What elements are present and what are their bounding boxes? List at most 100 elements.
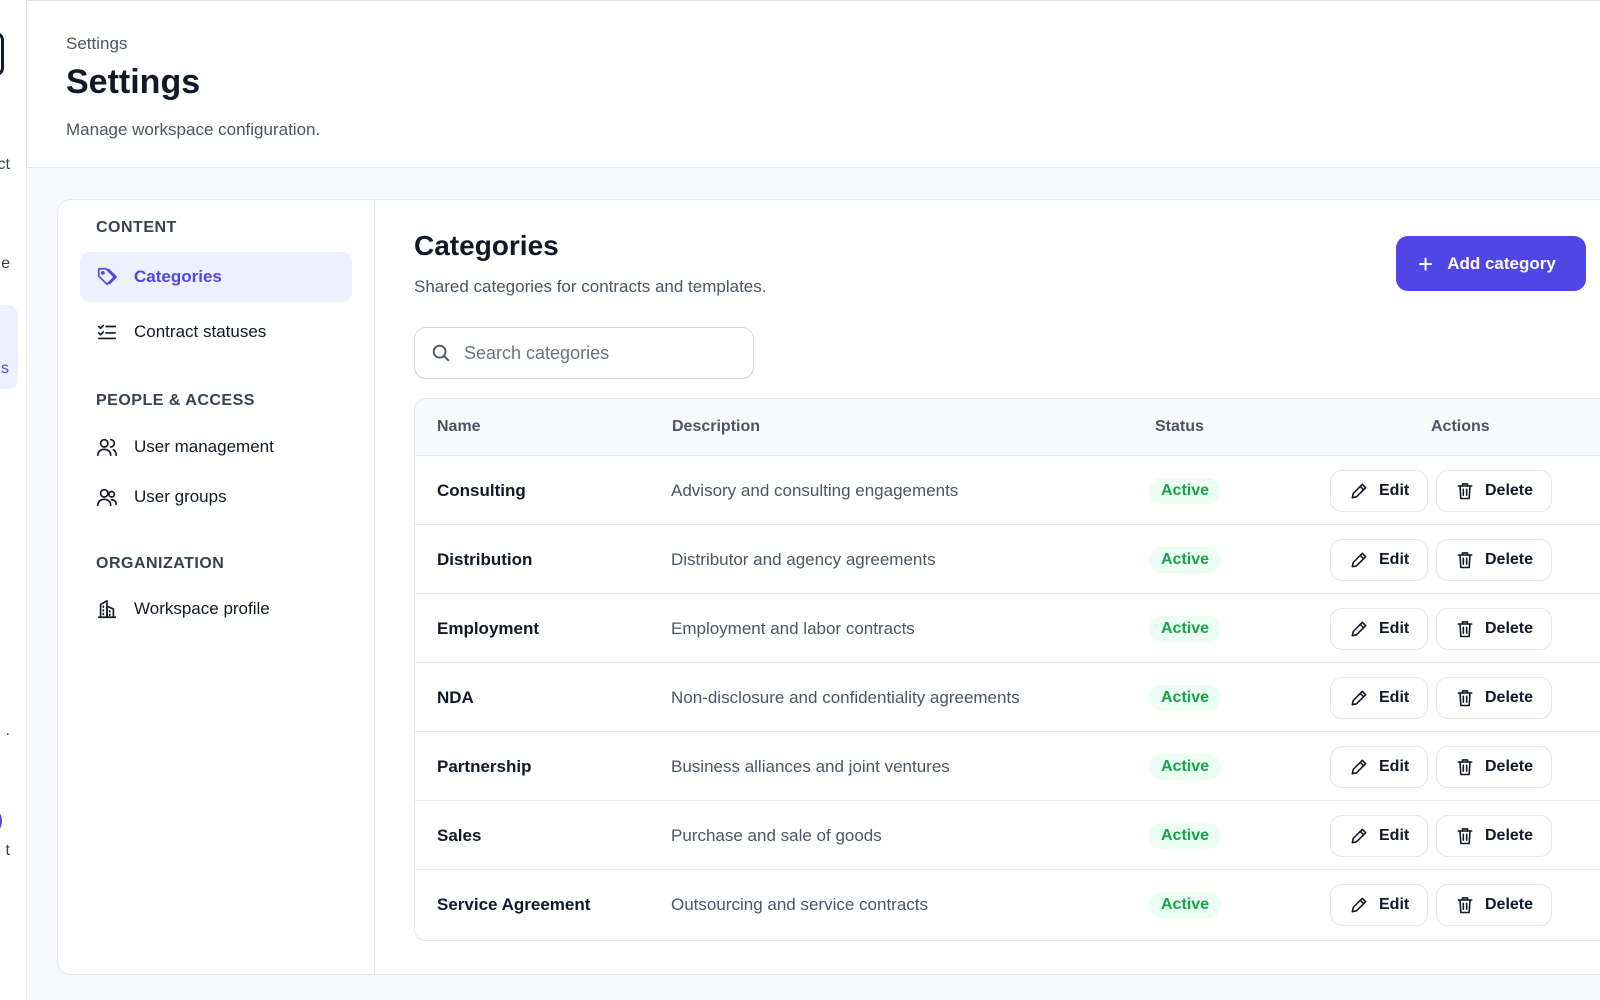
delete-label: Delete (1485, 482, 1534, 499)
nav-item-contract-statuses[interactable]: Contract statuses (80, 307, 352, 357)
rail-item-label[interactable]: s (1, 360, 9, 377)
edit-label: Edit (1379, 758, 1410, 775)
pencil-icon (1351, 828, 1367, 844)
nav-item-categories[interactable]: Categories (80, 252, 352, 302)
rail-item-active[interactable] (0, 305, 18, 389)
nav-item-label: User groups (134, 487, 227, 506)
column-header-name[interactable]: Name (437, 418, 481, 435)
trash-icon (1457, 828, 1473, 845)
nav-section-content: CONTENT (96, 219, 177, 236)
pencil-icon (1351, 759, 1367, 775)
rail-item-label[interactable]: ct (0, 156, 10, 173)
trash-icon (1457, 621, 1473, 638)
edit-button[interactable]: Edit (1330, 746, 1428, 788)
section-title: Categories (414, 230, 559, 261)
delete-button[interactable]: Delete (1436, 539, 1552, 581)
status-badge: Active (1149, 616, 1222, 642)
status-badge: Active (1149, 754, 1222, 780)
section-subtitle: Shared categories for contracts and temp… (414, 277, 767, 296)
avatar[interactable] (0, 808, 2, 834)
page-subtitle: Manage workspace configuration. (66, 120, 321, 139)
delete-label: Delete (1485, 620, 1534, 637)
building-icon (96, 598, 118, 620)
pencil-icon (1351, 690, 1367, 706)
nav-section-people-access: PEOPLE & ACCESS (96, 392, 255, 409)
edit-label: Edit (1379, 689, 1410, 706)
breadcrumb[interactable]: Settings (66, 34, 128, 53)
category-description: Business alliances and joint ventures (671, 757, 950, 776)
status-badge: Active (1149, 547, 1222, 573)
table-row: Employment Employment and labor contract… (415, 594, 1600, 663)
edit-label: Edit (1379, 896, 1410, 913)
column-header-actions: Actions (1431, 418, 1490, 435)
edit-button[interactable]: Edit (1330, 608, 1428, 650)
search-icon (432, 344, 450, 362)
rail-item-label[interactable]: . (5, 722, 10, 739)
pencil-icon (1351, 552, 1367, 568)
category-name: Employment (437, 619, 540, 638)
users-icon (96, 486, 118, 508)
pencil-icon (1351, 897, 1367, 913)
delete-button[interactable]: Delete (1436, 608, 1552, 650)
delete-button[interactable]: Delete (1436, 884, 1552, 926)
edit-label: Edit (1379, 827, 1410, 844)
nav-item-label: Contract statuses (134, 322, 267, 341)
status-badge: Active (1149, 823, 1222, 849)
categories-table: Name Description Status Actions Consulti… (414, 398, 1600, 941)
checklist-icon (96, 321, 118, 343)
add-category-button[interactable]: + Add category (1396, 236, 1586, 291)
table-row: Partnership Business alliances and joint… (415, 732, 1600, 801)
status-badge: Active (1149, 685, 1222, 711)
search-box[interactable] (414, 327, 754, 379)
trash-icon (1457, 897, 1473, 914)
search-input[interactable] (464, 342, 734, 364)
category-description: Advisory and consulting engagements (671, 481, 959, 500)
delete-label: Delete (1485, 827, 1534, 844)
status-badge: Active (1149, 478, 1222, 504)
page-title: Settings (66, 63, 201, 101)
delete-button[interactable]: Delete (1436, 815, 1552, 857)
category-description: Outsourcing and service contracts (671, 895, 929, 914)
edit-button[interactable]: Edit (1330, 884, 1428, 926)
nav-item-user-management[interactable]: User management (80, 422, 352, 472)
delete-button[interactable]: Delete (1436, 470, 1552, 512)
pencil-icon (1351, 621, 1367, 637)
edit-label: Edit (1379, 620, 1410, 637)
column-header-description: Description (672, 418, 761, 435)
column-header-status: Status (1155, 418, 1204, 435)
edit-label: Edit (1379, 551, 1410, 568)
table-row: Service Agreement Outsourcing and servic… (415, 870, 1600, 939)
trash-icon (1457, 552, 1473, 569)
delete-label: Delete (1485, 689, 1534, 706)
category-name: Distribution (437, 550, 533, 569)
trash-icon (1457, 483, 1473, 500)
nav-item-user-groups[interactable]: User groups (80, 472, 352, 522)
app-rail: ct e s . t (0, 0, 27, 1000)
nav-item-label: Workspace profile (134, 599, 270, 618)
table-header: Name Description Status Actions (415, 399, 1600, 456)
delete-button[interactable]: Delete (1436, 746, 1552, 788)
edit-button[interactable]: Edit (1330, 470, 1428, 512)
edit-label: Edit (1379, 482, 1410, 499)
category-description: Purchase and sale of goods (671, 826, 882, 845)
edit-button[interactable]: Edit (1330, 539, 1428, 581)
category-description: Distributor and agency agreements (671, 550, 936, 569)
rail-item-label[interactable]: t (5, 842, 10, 859)
edit-button[interactable]: Edit (1330, 815, 1428, 857)
edit-button[interactable]: Edit (1330, 677, 1428, 719)
rail-item-label[interactable]: e (1, 255, 10, 272)
delete-label: Delete (1485, 551, 1534, 568)
delete-label: Delete (1485, 896, 1534, 913)
delete-button[interactable]: Delete (1436, 677, 1552, 719)
trash-icon (1457, 690, 1473, 707)
app-logo[interactable] (0, 32, 4, 76)
category-description: Employment and labor contracts (671, 619, 915, 638)
nav-item-label: User management (134, 437, 274, 456)
category-name: Partnership (437, 757, 532, 776)
nav-item-label: Categories (134, 267, 222, 286)
table-row: NDA Non-disclosure and confidentiality a… (415, 663, 1600, 732)
category-name: Sales (437, 826, 482, 845)
settings-nav: CONTENT Categories Contract statuses PEO… (58, 200, 375, 974)
nav-item-workspace-profile[interactable]: Workspace profile (80, 584, 352, 634)
